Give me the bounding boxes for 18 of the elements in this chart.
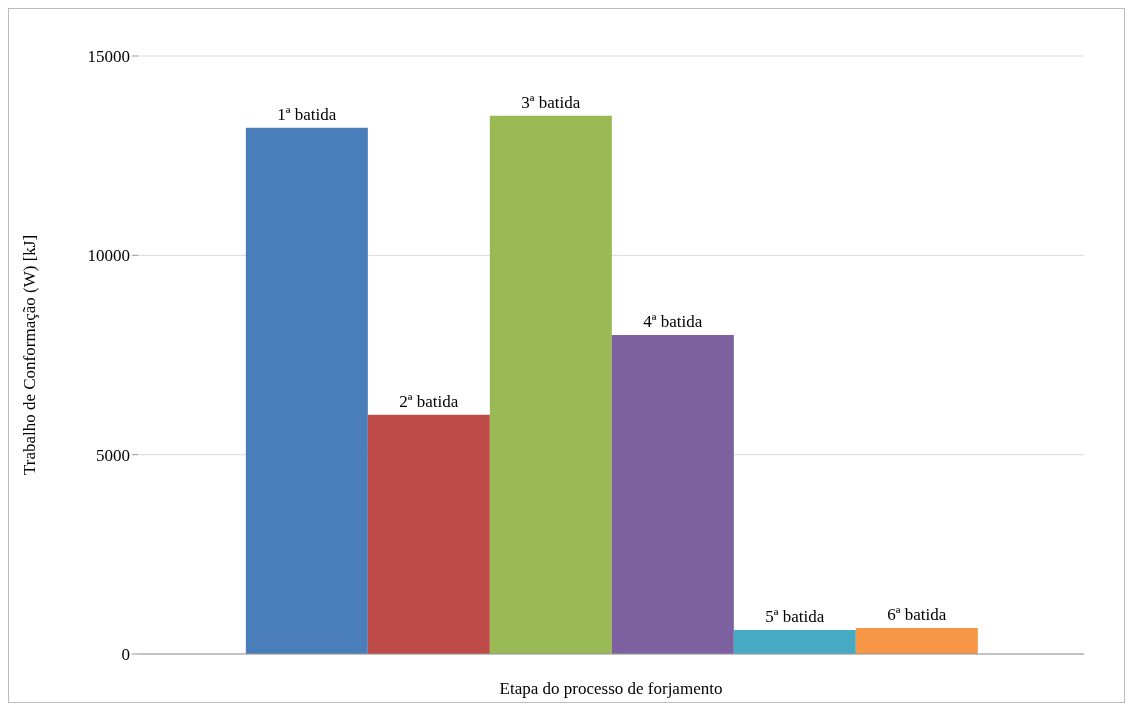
series-label: 6ª batida (887, 605, 947, 625)
y-tick-label: 5000 (96, 445, 130, 465)
bar (489, 115, 612, 654)
series-label: 1ª batida (277, 104, 337, 124)
bar (367, 414, 490, 654)
bar (733, 630, 856, 654)
x-axis-title: Etapa do processo de forjamento (499, 679, 723, 698)
y-axis-title: Trabalho de Conformação (W) [kJ] (20, 234, 40, 476)
series-label: 5ª batida (765, 607, 825, 627)
bar (611, 335, 734, 654)
y-tick-label: 15000 (87, 47, 130, 67)
series-label: 3ª batida (521, 92, 581, 112)
bar (855, 628, 978, 654)
bar (245, 127, 368, 654)
y-tick-label: 0 (121, 645, 130, 665)
series-label: 4ª batida (643, 312, 703, 332)
y-tick-label: 10000 (87, 246, 130, 266)
series-label: 2ª batida (399, 391, 459, 411)
